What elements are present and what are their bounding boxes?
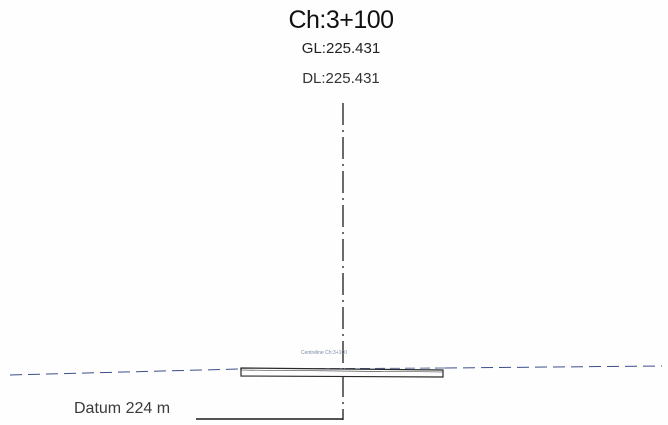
chainage-label: Ch:3+100 — [288, 6, 394, 34]
design-level-label: DL:225.431 — [302, 70, 380, 87]
ground-line-right — [444, 365, 663, 369]
formation-outline — [240, 367, 444, 378]
formation-top-line — [240, 369, 444, 373]
structure-annotation: Centreline Ch:3+100 — [301, 350, 348, 356]
ground-line-left — [9, 368, 241, 376]
ground-level-label: GL:225.431 — [301, 40, 381, 57]
datum-label: Datum 224 m — [74, 400, 171, 417]
